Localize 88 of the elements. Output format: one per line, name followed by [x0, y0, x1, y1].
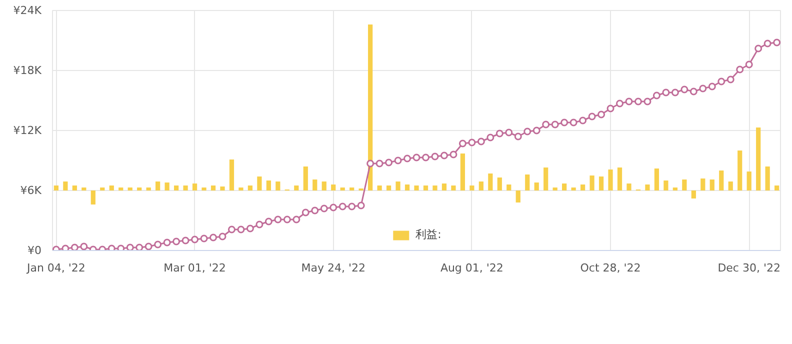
bar [608, 170, 613, 190]
y-tick-label: ¥12K [13, 124, 42, 137]
bar [82, 188, 86, 190]
bar [183, 186, 188, 190]
bar [423, 186, 428, 190]
bar [164, 182, 170, 190]
bar [350, 188, 354, 190]
y-tick-label: ¥24K [13, 4, 42, 17]
bar [460, 154, 466, 190]
bar [525, 174, 530, 190]
bar [90, 190, 96, 204]
bar [598, 176, 604, 190]
bar [756, 128, 761, 190]
bar [738, 150, 742, 190]
bar [552, 188, 558, 190]
bar [294, 186, 299, 190]
bar [774, 186, 780, 190]
bar [516, 190, 520, 202]
bar [331, 184, 336, 190]
bar [312, 180, 318, 190]
bar [617, 168, 622, 190]
bar [118, 188, 124, 190]
bar [497, 178, 502, 190]
bar [534, 182, 539, 190]
y-tick-label: ¥0 [28, 244, 42, 257]
bar [146, 188, 151, 190]
bar [470, 186, 474, 190]
bar [54, 186, 59, 190]
bar [276, 182, 280, 190]
bar [368, 24, 373, 190]
bar [728, 182, 733, 190]
bar [765, 166, 770, 190]
bar [266, 180, 271, 190]
bar [414, 186, 419, 190]
bar [128, 188, 132, 190]
bar [746, 172, 752, 190]
bar [174, 186, 179, 190]
bar [72, 186, 77, 190]
bar [156, 182, 160, 190]
bar [672, 188, 678, 190]
bar [645, 184, 650, 190]
bar [710, 180, 714, 190]
bar [238, 188, 244, 190]
bar [192, 184, 198, 190]
bar [109, 186, 114, 190]
bar [137, 188, 142, 190]
bar [229, 160, 234, 190]
bar [100, 188, 105, 190]
bar [626, 184, 632, 190]
bar [506, 184, 512, 190]
bar [257, 176, 262, 190]
bar [682, 180, 687, 190]
y-tick-label: ¥6K [20, 184, 42, 197]
bar [544, 168, 548, 190]
bar [700, 178, 706, 190]
x-tick-label: Aug 01, '22 [440, 262, 504, 274]
bar [303, 166, 308, 190]
bar [432, 186, 438, 190]
bar [719, 170, 724, 190]
bar [562, 184, 567, 190]
legend-label: 利益: [416, 227, 442, 242]
x-tick-label: Oct 28, '22 [580, 262, 641, 274]
bar [571, 188, 576, 190]
bar [396, 182, 400, 190]
bar [322, 182, 326, 190]
bar [451, 186, 456, 190]
x-tick-label: Jan 04, '22 [26, 262, 86, 274]
x-tick-label: Dec 30, '22 [718, 262, 780, 274]
bar [580, 184, 586, 190]
bar [478, 182, 484, 190]
bar [63, 182, 68, 190]
bar [340, 188, 345, 190]
bar [404, 184, 410, 190]
bar [386, 186, 392, 190]
bar [202, 188, 206, 190]
bar [210, 186, 216, 190]
bar [664, 180, 668, 190]
x-tick-label: May 24, '22 [301, 262, 366, 274]
x-tick-label: Mar 01, '22 [164, 262, 226, 274]
bar [691, 190, 696, 198]
bar [442, 184, 447, 190]
bar [377, 186, 382, 190]
y-tick-label: ¥18K [13, 64, 42, 77]
bar [654, 168, 660, 190]
bar [488, 174, 493, 190]
bar [590, 176, 594, 190]
bar [220, 186, 225, 190]
bar [248, 186, 253, 190]
